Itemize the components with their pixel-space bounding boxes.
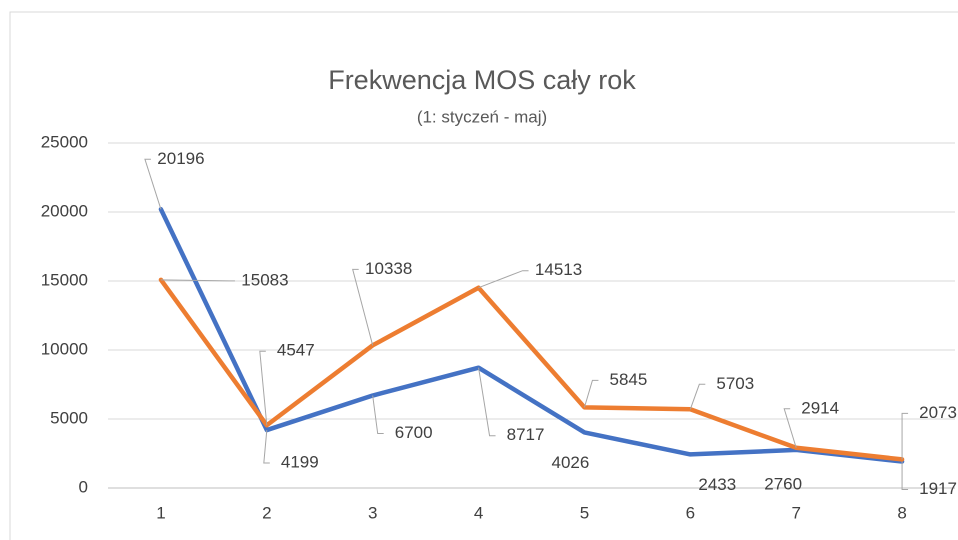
x-tick-label: 6: [686, 503, 695, 522]
y-tick-label: 20000: [41, 201, 88, 220]
data-label: 2073: [919, 403, 957, 422]
leader-line: [478, 367, 496, 437]
data-label: 4026: [552, 453, 590, 472]
line-series: [158, 207, 905, 464]
data-label: 10338: [365, 259, 412, 278]
data-label: 2760: [764, 474, 802, 493]
y-tick-label: 25000: [41, 132, 88, 151]
leader-line: [901, 461, 909, 491]
data-label: 20196: [157, 149, 204, 168]
data-label: 14513: [535, 260, 582, 279]
y-tick-label: 0: [79, 477, 88, 496]
leader-line: [689, 383, 706, 410]
x-tick-label: 2: [262, 503, 271, 522]
chart-subtitle: (1: styczeń - maj): [417, 107, 547, 126]
data-label: 15083: [241, 270, 288, 289]
x-tick-label: 7: [791, 503, 800, 522]
y-tick-label: 15000: [41, 270, 88, 289]
leader-line: [583, 379, 599, 408]
y-tick-label: 5000: [50, 408, 88, 427]
chart-title: Frekwencja MOS cały rok: [328, 65, 636, 95]
data-label: 2433: [698, 475, 736, 494]
leader-line: [144, 158, 162, 210]
x-tick-label: 5: [580, 503, 589, 522]
leader-line: [259, 350, 268, 426]
x-tick-label: 4: [474, 503, 483, 522]
leader-line: [372, 395, 384, 435]
x-tick-label: 3: [368, 503, 377, 522]
line-series: [158, 277, 905, 462]
leader-line: [352, 268, 374, 346]
x-tick-label: 1: [156, 503, 165, 522]
data-label: 5845: [610, 370, 648, 389]
x-tick-label: 8: [897, 503, 906, 522]
data-label: 5703: [716, 374, 754, 393]
data-label: 4547: [277, 341, 315, 360]
leader-line: [160, 279, 235, 282]
leader-line: [478, 270, 529, 289]
data-label: 4199: [281, 453, 319, 472]
leader-line: [901, 412, 909, 460]
y-tick-label: 10000: [41, 339, 88, 358]
data-label: 1917: [919, 479, 957, 498]
data-label: 2914: [801, 398, 839, 417]
leader-line: [783, 408, 797, 448]
leader-line: [263, 430, 270, 464]
data-label: 8717: [507, 425, 545, 444]
data-label: 6700: [395, 423, 433, 442]
